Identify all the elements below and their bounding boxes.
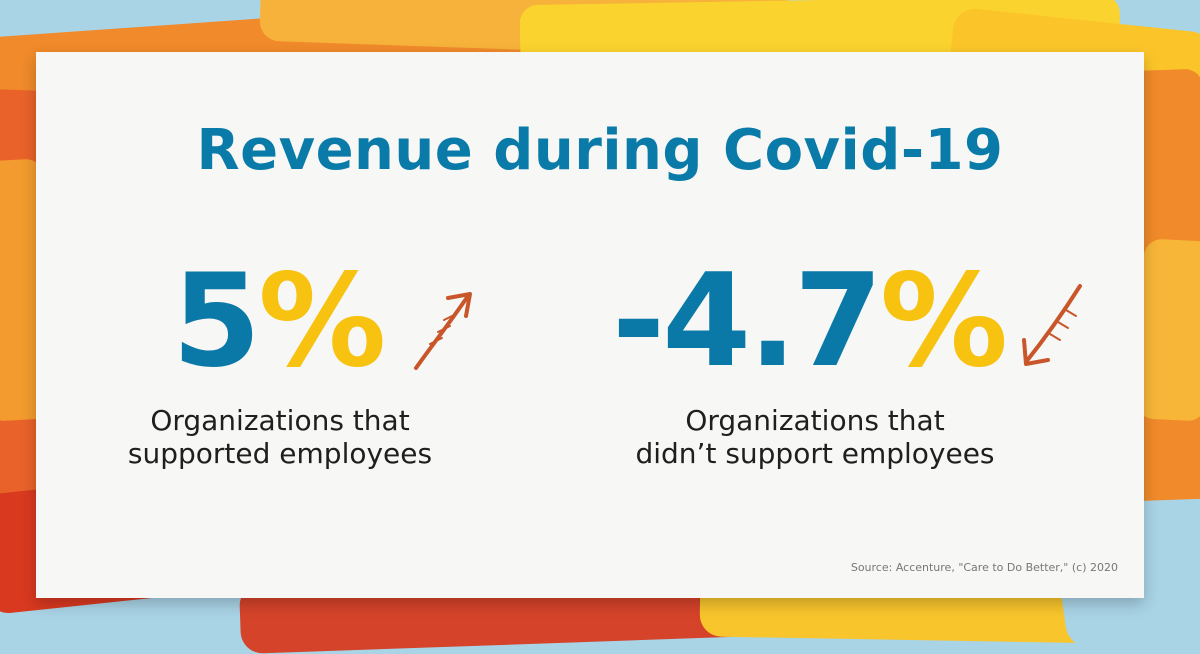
page-title: Revenue during Covid-19 bbox=[196, 118, 1004, 183]
stat-value: 5 bbox=[172, 247, 261, 396]
percent-sign: % bbox=[879, 247, 1008, 396]
label-line: Organizations that bbox=[150, 404, 410, 437]
stat-supported: 5% bbox=[172, 258, 386, 386]
label-line: didn’t support employees bbox=[635, 437, 995, 471]
stat-label-supported: Organizations that supported employees bbox=[100, 404, 460, 470]
arrow-down-left-icon bbox=[1022, 284, 1082, 366]
stat-value: -4.7 bbox=[612, 247, 883, 396]
label-line: supported employees bbox=[127, 437, 433, 471]
infographic-card bbox=[36, 52, 1144, 598]
source-citation: Source: Accenture, "Care to Do Better," … bbox=[850, 561, 1118, 574]
arrow-up-right-icon bbox=[414, 292, 472, 370]
percent-sign: % bbox=[258, 247, 386, 396]
stat-not-supported: -4.7% bbox=[612, 258, 1008, 386]
stat-label-not-supported: Organizations that didn’t support employ… bbox=[600, 404, 1030, 470]
label-line: Organizations that bbox=[685, 404, 945, 437]
